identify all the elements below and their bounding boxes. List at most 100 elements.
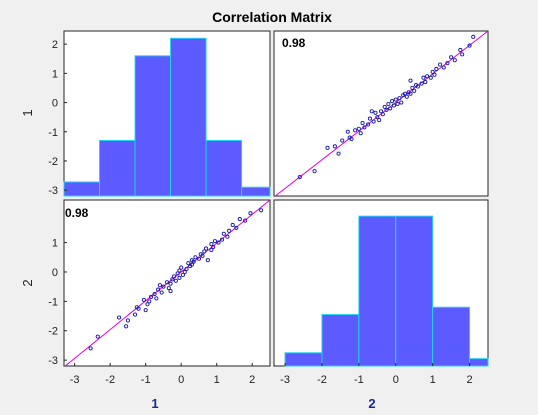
scatter-point xyxy=(356,126,361,131)
scatter-point xyxy=(369,109,374,114)
y-tick-labels-row-2: 1 0 -1 -2 -3 xyxy=(48,238,67,367)
histogram-bar xyxy=(321,314,360,367)
scatter-point xyxy=(134,305,139,310)
scatter-point xyxy=(375,115,380,120)
x-tick-labels-col-2: -3 -2 -1 0 1 2 xyxy=(280,363,473,386)
scatter-point xyxy=(147,299,152,304)
scatter-point xyxy=(377,118,382,123)
y-tick-label: -1 xyxy=(48,127,58,139)
scatter-point xyxy=(340,138,345,143)
scatter-point xyxy=(434,66,439,72)
y-tick-label: 1 xyxy=(52,68,58,80)
scatter-1-2 xyxy=(274,31,488,196)
scatter-point xyxy=(205,258,210,263)
scatter-point xyxy=(243,218,248,223)
scatter-point xyxy=(336,151,341,156)
scatter-point xyxy=(408,78,413,83)
scatter-point xyxy=(366,122,371,127)
scatter-point xyxy=(211,244,216,250)
scatter-point xyxy=(175,271,180,276)
y-tick-label: 0 xyxy=(52,267,58,279)
scatter-point xyxy=(164,280,170,285)
scatter-point xyxy=(419,81,424,86)
scatter-point xyxy=(467,43,472,48)
x-tick-labels-col-1: -3 -2 -1 0 1 2 xyxy=(70,363,255,386)
scatter-point xyxy=(349,137,354,142)
x-tick-label: -3 xyxy=(70,374,80,386)
scatter-point xyxy=(404,94,409,99)
scatter-point xyxy=(212,239,217,244)
scatter-point xyxy=(325,145,330,150)
scatter-point xyxy=(132,312,138,317)
scatter-point xyxy=(168,289,173,294)
scatter-point xyxy=(145,302,150,307)
scatter-point xyxy=(449,55,454,60)
scatter-point xyxy=(423,80,428,85)
scatter-point xyxy=(388,106,393,111)
scatter-point xyxy=(362,125,367,130)
scatter-point xyxy=(168,281,173,286)
scatter-point xyxy=(391,103,396,108)
scatter-point xyxy=(452,58,457,63)
scatter-point xyxy=(230,222,235,228)
scatter-point xyxy=(382,104,387,109)
scatter-point xyxy=(432,72,437,77)
scatter-point xyxy=(166,286,171,291)
scatter-point xyxy=(234,225,239,230)
scatter-point xyxy=(189,262,194,267)
y-tick-labels-row-1: 2 1 0 -1 -2 -3 xyxy=(48,39,67,197)
histogram-var-1 xyxy=(63,37,271,197)
scatter-point xyxy=(184,266,189,272)
scatter-point xyxy=(216,240,221,245)
scatter-point xyxy=(202,249,207,254)
scatter-point xyxy=(124,324,129,329)
scatter-point xyxy=(412,88,417,93)
y-tick-label: 2 xyxy=(52,39,58,51)
scatter-point xyxy=(353,128,358,133)
x-variable-label-1: 1 xyxy=(151,396,158,411)
x-tick-label: 0 xyxy=(178,374,184,386)
scatter-point xyxy=(95,334,100,339)
histogram-bar xyxy=(395,215,434,367)
scatter-point xyxy=(386,101,391,107)
x-tick-label: -2 xyxy=(105,374,115,386)
scatter-point xyxy=(88,346,93,351)
scatter-point xyxy=(259,208,264,213)
x-tick-label: -3 xyxy=(280,374,290,386)
correlation-label-2-1: 0.98 xyxy=(65,206,89,220)
scatter-point xyxy=(221,231,226,236)
scatter-point xyxy=(395,101,400,107)
scatter-point xyxy=(373,110,378,115)
scatter-point xyxy=(458,47,463,53)
x-variable-label-2: 2 xyxy=(368,396,375,411)
correlation-label-1-2: 0.98 xyxy=(282,36,306,50)
scatter-point xyxy=(437,62,443,67)
scatter-point xyxy=(179,265,184,270)
scatter-point xyxy=(186,261,191,266)
scatter-point xyxy=(248,211,253,216)
y-tick-label: -2 xyxy=(48,156,58,168)
scatter-point xyxy=(397,96,402,101)
chart-title: Correlation Matrix xyxy=(212,9,332,25)
scatter-point xyxy=(157,283,162,288)
scatter-point xyxy=(445,61,450,66)
scatter-point xyxy=(161,284,166,289)
scatter-point xyxy=(441,65,446,70)
scatter-point xyxy=(384,107,389,112)
scatter-point xyxy=(180,272,186,277)
scatter-point xyxy=(204,246,209,251)
y-tick-label: -1 xyxy=(48,296,58,308)
histogram-bar xyxy=(432,306,471,367)
scatter-point xyxy=(421,75,426,80)
scatter-point xyxy=(225,234,230,239)
y-tick-label: -3 xyxy=(48,355,58,367)
scatter-point xyxy=(196,256,202,261)
scatter-point xyxy=(360,120,365,126)
scatter-point xyxy=(390,99,395,104)
scatter-point xyxy=(415,84,420,89)
x-tick-label: 1 xyxy=(430,374,436,386)
scatter-point xyxy=(367,116,372,121)
y-tick-label: -3 xyxy=(48,185,58,197)
scatter-point xyxy=(312,169,317,174)
